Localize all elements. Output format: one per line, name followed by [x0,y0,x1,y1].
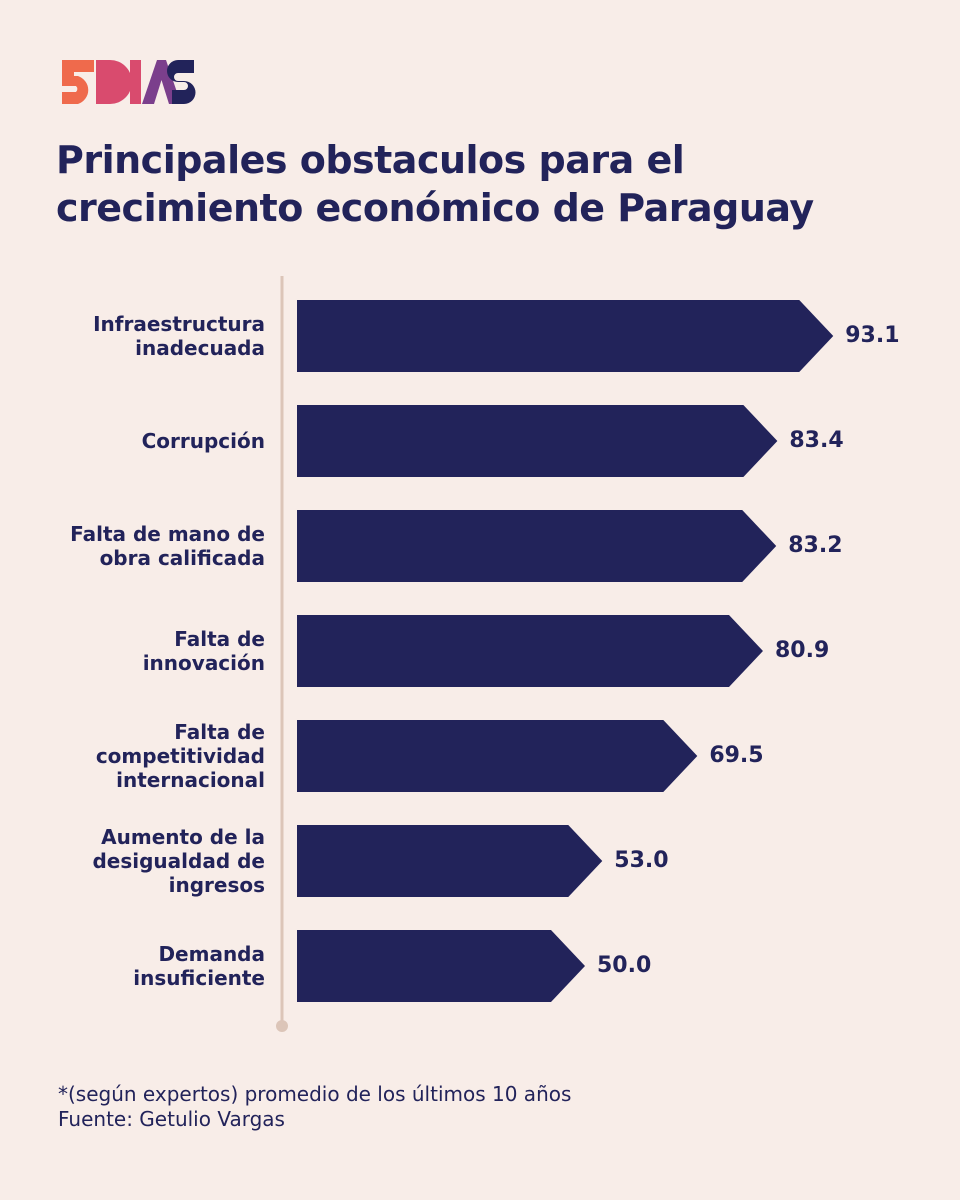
value-label: 53.0 [614,848,669,873]
category-label: Falta de innovación [142,627,265,675]
category-label: Falta de competitividad internacional [95,720,265,792]
bar [297,930,585,1002]
page-title: Principales obstaculos para el crecimien… [56,136,916,232]
value-label: 50.0 [597,953,652,978]
category-label: Falta de mano de obra calificada [70,522,265,570]
page-title-line2: crecimiento económico de Paraguay [56,186,814,230]
bar [297,615,763,687]
value-label: 93.1 [845,323,900,348]
value-label: 69.5 [709,743,764,768]
bar [297,825,603,897]
value-label: 83.4 [789,428,844,453]
page-title-line1: Principales obstaculos para el [56,138,685,182]
footer: *(según expertos) promedio de los último… [58,1082,918,1132]
brand-logo-mark [62,60,196,104]
category-label: Aumento de la desigualdad de ingresos [92,825,265,897]
category-label: Demanda insuficiente [133,942,265,990]
footer-source: Fuente: Getulio Vargas [58,1107,285,1131]
bar [297,405,778,477]
category-label: Infraestructura inadecuada [93,312,265,360]
brand-logo [60,58,196,106]
value-label: 80.9 [774,638,830,663]
bar [297,720,698,792]
bar [297,510,777,582]
category-label: Corrupción [141,429,265,453]
axis-end-dot [276,1020,288,1032]
value-label: 83.2 [788,533,843,558]
bar [297,300,834,372]
footer-note: *(según expertos) promedio de los último… [58,1082,572,1106]
